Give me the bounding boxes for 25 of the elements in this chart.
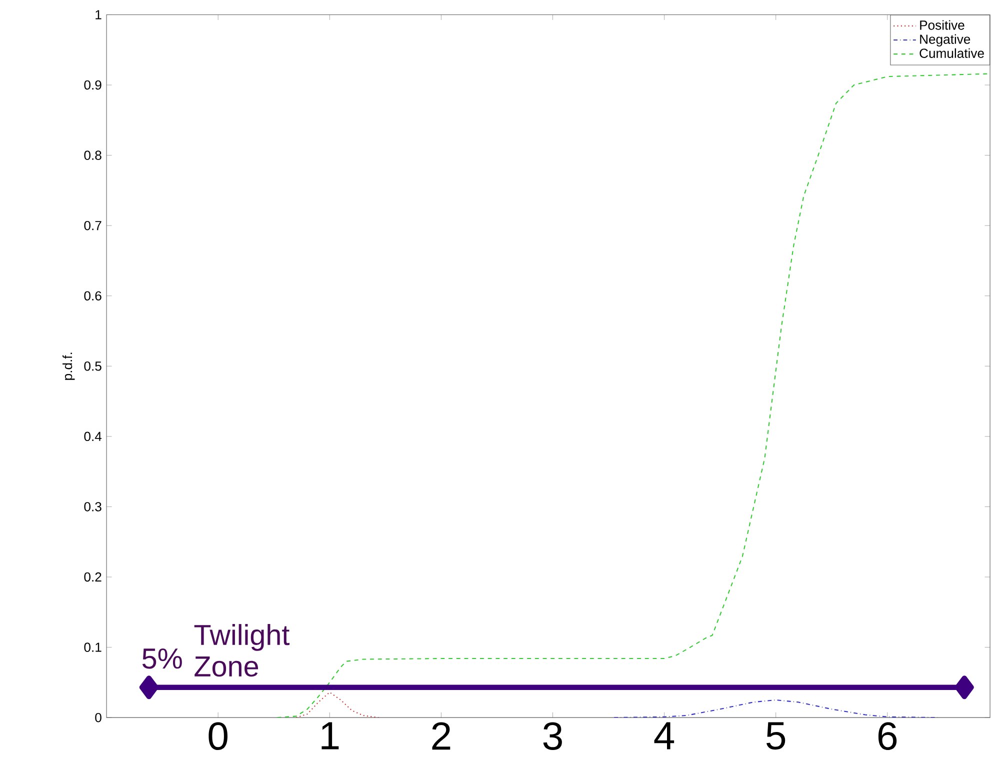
y-tick-label: 0.3 bbox=[84, 502, 102, 512]
x-tick-label: 1 bbox=[322, 722, 339, 750]
x-tick-label: 4 bbox=[654, 722, 674, 750]
x-tick-label: 2 bbox=[432, 722, 450, 750]
y-tick-label: 0.4 bbox=[84, 432, 102, 442]
annotation: 5% bbox=[142, 648, 182, 669]
y-tick-label: 0.8 bbox=[84, 150, 102, 160]
line-series bbox=[296, 692, 380, 718]
y-tick-label: 0 bbox=[95, 713, 102, 722]
y-tick-label: 0.9 bbox=[84, 80, 102, 90]
x-tick-label: 6 bbox=[878, 722, 897, 750]
y-tick-label: 0.6 bbox=[84, 291, 102, 301]
x-tick-label: 3 bbox=[543, 722, 562, 750]
y-tick-label: 0.1 bbox=[84, 642, 102, 652]
y-tick-label: 0.7 bbox=[84, 221, 102, 230]
y-tick-label: 0.2 bbox=[84, 572, 102, 582]
legend-label: Positive bbox=[920, 20, 964, 30]
y-tick-label: 1 bbox=[96, 10, 102, 20]
y-axis-title: p.d.f. bbox=[62, 353, 75, 380]
x-tick-label: 0 bbox=[208, 722, 228, 750]
legend-label: Cumulative bbox=[920, 48, 984, 58]
x-tick-label: 5 bbox=[766, 722, 786, 750]
legend-label: Negative bbox=[920, 34, 970, 47]
annotation: Twilight Zone bbox=[194, 624, 290, 677]
y-tick-label: 0.5 bbox=[84, 362, 102, 371]
